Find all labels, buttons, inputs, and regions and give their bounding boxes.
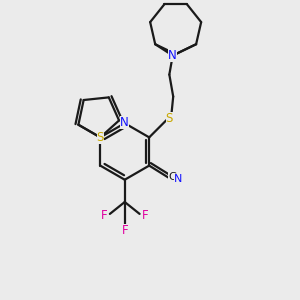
Text: F: F (142, 209, 148, 222)
Text: F: F (101, 209, 108, 222)
Text: S: S (97, 131, 104, 144)
Text: S: S (166, 112, 173, 124)
Text: C: C (168, 172, 176, 182)
Text: N: N (120, 116, 129, 129)
Text: N: N (168, 49, 177, 62)
Text: F: F (122, 224, 128, 237)
Text: N: N (174, 174, 182, 184)
